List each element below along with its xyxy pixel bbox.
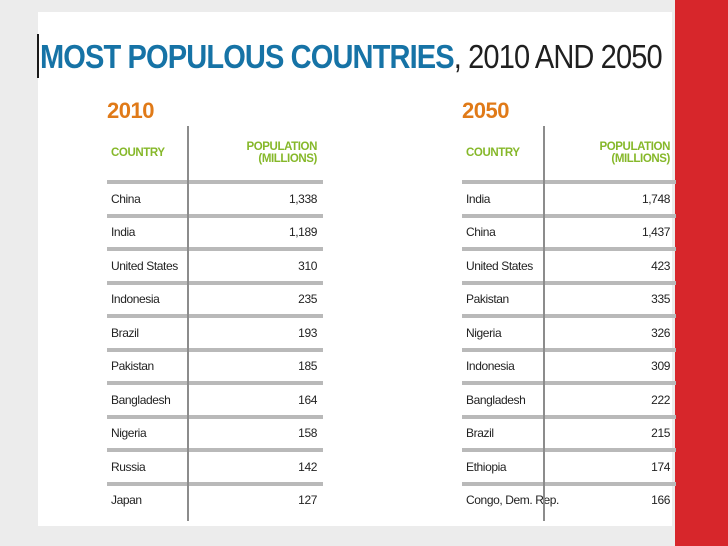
population-cell: 423 [651, 258, 670, 273]
country-cell: Bangladesh [111, 392, 171, 407]
country-cell: Pakistan [466, 292, 509, 307]
population-cell: 158 [298, 426, 317, 441]
table-row: Bangladesh 164 [107, 385, 323, 419]
table-row: Russia 142 [107, 452, 323, 486]
slide-background [38, 12, 672, 526]
title-rest: , 2010 AND 2050 [453, 38, 663, 75]
table-row: Congo, Dem. Rep. 166 [462, 486, 676, 516]
table-header: COUNTRY POPULATION (MILLIONS) [462, 126, 676, 184]
country-cell: Nigeria [466, 325, 502, 340]
country-cell: Japan [111, 493, 142, 508]
population-cell: 185 [298, 359, 317, 374]
table-row: Nigeria 326 [462, 318, 676, 352]
country-cell: Brazil [111, 325, 139, 340]
year-label-2050: 2050 [462, 98, 509, 123]
population-cell: 235 [298, 292, 317, 307]
table-row: India 1,189 [107, 218, 323, 251]
country-cell: Russia [111, 459, 146, 474]
population-cell: 335 [651, 292, 670, 307]
table-2050: 2050 COUNTRY POPULATION (MILLIONS) India… [462, 96, 676, 521]
population-cell: 193 [298, 325, 317, 340]
table-row: Bangladesh 222 [462, 385, 676, 419]
population-cell: 1,338 [288, 191, 317, 206]
population-cell: 142 [298, 459, 317, 474]
table-header: COUNTRY POPULATION (MILLIONS) [107, 126, 323, 184]
table-row: Indonesia 235 [107, 285, 323, 318]
country-cell: India [111, 225, 136, 240]
population-cell: 127 [298, 493, 317, 508]
population-cell: 215 [651, 426, 670, 441]
column-divider [187, 126, 189, 521]
year-label-2010: 2010 [107, 98, 154, 123]
country-cell: Bangladesh [466, 392, 526, 407]
country-cell: Pakistan [111, 359, 154, 374]
header-country: COUNTRY [111, 147, 165, 159]
table-row: China 1,437 [462, 218, 676, 251]
population-cell: 1,189 [288, 225, 317, 240]
country-cell: Brazil [466, 426, 494, 441]
slide-title: MOST POPULOUS COUNTRIES, 2010 AND 2050 [40, 36, 663, 78]
country-cell: China [111, 191, 141, 206]
population-cell: 310 [298, 258, 317, 273]
country-cell: United States [111, 258, 178, 273]
population-cell: 222 [651, 392, 670, 407]
table-row: Indonesia 309 [462, 352, 676, 385]
table-row: Brazil 215 [462, 419, 676, 452]
table-row: Brazil 193 [107, 318, 323, 352]
population-cell: 1,748 [641, 191, 670, 206]
country-cell: India [466, 191, 491, 206]
table-row: United States 310 [107, 251, 323, 285]
table-row: Nigeria 158 [107, 419, 323, 452]
country-cell: China [466, 225, 496, 240]
table-row: China 1,338 [107, 184, 323, 218]
header-population: POPULATION (MILLIONS) [599, 141, 670, 165]
table-body-2050: COUNTRY POPULATION (MILLIONS) India 1,748… [462, 126, 676, 521]
country-cell: Nigeria [111, 426, 147, 441]
header-population: POPULATION (MILLIONS) [246, 141, 317, 165]
table-row: Ethiopia 174 [462, 452, 676, 486]
country-cell: Ethiopia [466, 459, 507, 474]
population-cell: 309 [651, 359, 670, 374]
country-cell: Indonesia [111, 292, 160, 307]
accent-bar [675, 0, 728, 546]
country-cell: United States [466, 258, 533, 273]
country-cell: Indonesia [466, 359, 515, 374]
header-country: COUNTRY [466, 147, 520, 159]
table-row: Japan 127 [107, 486, 323, 516]
population-cell: 164 [298, 392, 317, 407]
population-cell: 166 [651, 493, 670, 508]
title-marker [37, 34, 39, 78]
population-cell: 174 [651, 459, 670, 474]
column-divider [543, 126, 545, 521]
table-row: Pakistan 185 [107, 352, 323, 385]
population-cell: 326 [651, 325, 670, 340]
country-cell: Congo, Dem. Rep. [466, 493, 559, 508]
title-bold: MOST POPULOUS COUNTRIES [40, 38, 455, 75]
table-body-2010: COUNTRY POPULATION (MILLIONS) China 1,338… [107, 126, 323, 521]
table-row: Pakistan 335 [462, 285, 676, 318]
table-row: United States 423 [462, 251, 676, 285]
table-2010: 2010 COUNTRY POPULATION (MILLIONS) China… [107, 96, 323, 521]
table-row: India 1,748 [462, 184, 676, 218]
population-cell: 1,437 [641, 225, 670, 240]
